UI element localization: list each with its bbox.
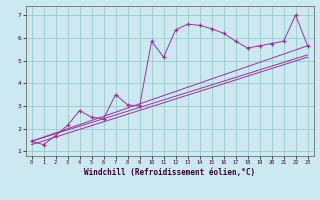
X-axis label: Windchill (Refroidissement éolien,°C): Windchill (Refroidissement éolien,°C) <box>84 168 255 177</box>
